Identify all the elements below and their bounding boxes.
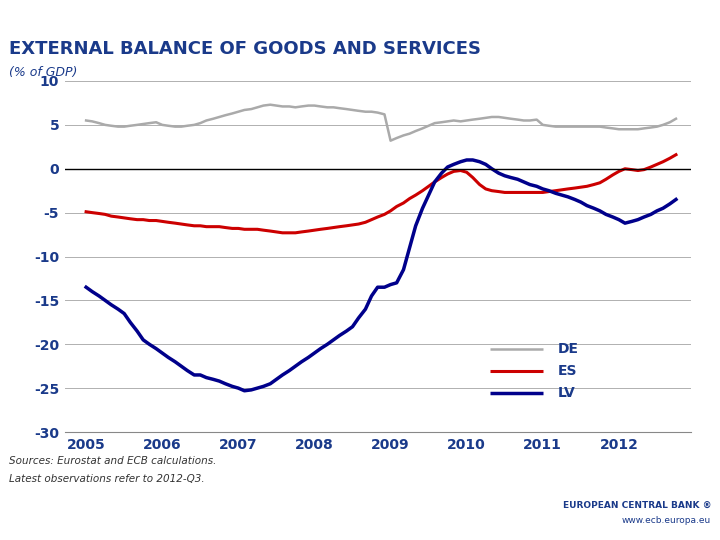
Text: DE: DE [558, 342, 579, 356]
Text: EXTERNAL BALANCE OF GOODS AND SERVICES: EXTERNAL BALANCE OF GOODS AND SERVICES [9, 40, 481, 58]
Text: Latest observations refer to 2012-Q3.: Latest observations refer to 2012-Q3. [9, 474, 204, 484]
Text: (% of GDP): (% of GDP) [9, 66, 77, 79]
Text: Sources: Eurostat and ECB calculations.: Sources: Eurostat and ECB calculations. [9, 456, 216, 467]
Text: ES: ES [558, 363, 577, 377]
Text: EUROPEAN CENTRAL BANK ®: EUROPEAN CENTRAL BANK ® [563, 501, 711, 510]
Text: www.ecb.europa.eu: www.ecb.europa.eu [622, 516, 711, 525]
Text: LV: LV [558, 386, 576, 400]
